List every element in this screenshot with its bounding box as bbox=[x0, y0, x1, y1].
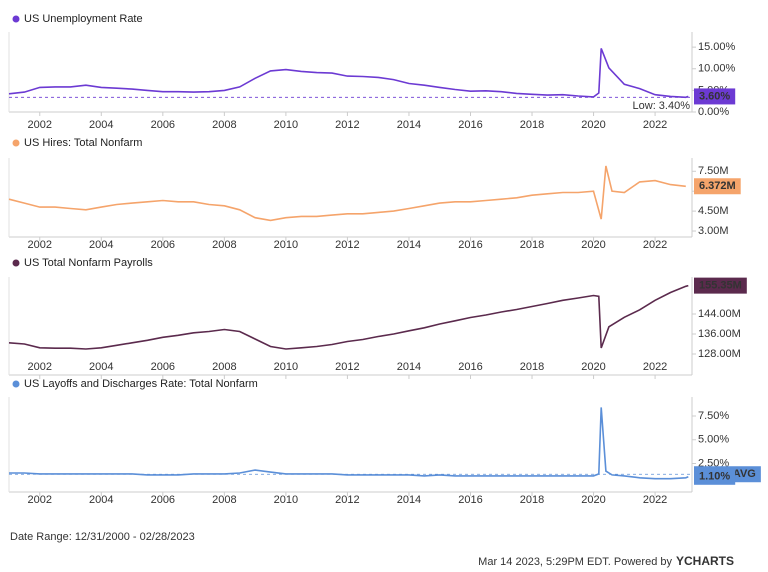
x-tick-label: 2010 bbox=[274, 361, 298, 373]
x-tick-label: 2020 bbox=[581, 494, 605, 506]
x-tick-label: 2022 bbox=[643, 119, 667, 131]
x-tick-label: 2008 bbox=[212, 119, 236, 131]
date-range: Date Range: 12/31/2000 - 02/28/2023 bbox=[10, 531, 195, 543]
x-tick-label: 2018 bbox=[520, 119, 544, 131]
end-value-label-bg bbox=[694, 88, 736, 105]
end-value-label: 6.372M bbox=[699, 180, 736, 192]
end-value-label: 1.10% bbox=[699, 471, 730, 483]
x-tick-label: 2018 bbox=[520, 361, 544, 373]
x-tick-label: 2010 bbox=[274, 494, 298, 506]
x-tick-label: 2012 bbox=[335, 119, 359, 131]
y-tick-label: 15.00% bbox=[698, 41, 736, 53]
x-tick-label: 2002 bbox=[28, 361, 52, 373]
y-tick-label: 7.50M bbox=[698, 165, 729, 177]
x-tick-label: 2018 bbox=[520, 494, 544, 506]
y-tick-label: 10.00% bbox=[698, 63, 736, 75]
y-tick-label: 4.50M bbox=[698, 205, 729, 217]
x-tick-label: 2006 bbox=[151, 239, 175, 251]
y-tick-label: 144.00M bbox=[698, 308, 741, 320]
x-tick-label: 2020 bbox=[581, 119, 605, 131]
x-tick-label: 2004 bbox=[89, 361, 113, 373]
x-tick-label: 2006 bbox=[151, 361, 175, 373]
x-tick-label: 2002 bbox=[28, 239, 52, 251]
end-value-label-bg bbox=[694, 277, 747, 294]
x-tick-label: 2014 bbox=[397, 361, 421, 373]
x-tick-label: 2002 bbox=[28, 119, 52, 131]
x-tick-label: 2010 bbox=[274, 119, 298, 131]
end-value-label-bg bbox=[694, 178, 741, 195]
y-tick-label: 0.00% bbox=[698, 106, 729, 118]
legend-marker bbox=[12, 15, 20, 23]
x-tick-label: 2014 bbox=[397, 119, 421, 131]
legend-marker bbox=[12, 380, 20, 388]
x-tick-label: 2016 bbox=[458, 494, 482, 506]
series-line bbox=[8, 284, 689, 350]
legend-label: US Hires: Total Nonfarm bbox=[24, 137, 142, 149]
legend-label: US Layoffs and Discharges Rate: Total No… bbox=[24, 378, 258, 390]
legend-label: US Unemployment Rate bbox=[24, 13, 143, 25]
x-tick-label: 2012 bbox=[335, 239, 359, 251]
x-tick-label: 2012 bbox=[335, 494, 359, 506]
timestamp: Mar 14 2023, 5:29PM EDT. Powered by bbox=[478, 556, 672, 568]
x-tick-label: 2008 bbox=[212, 494, 236, 506]
x-tick-label: 2014 bbox=[397, 494, 421, 506]
x-tick-label: 2022 bbox=[643, 239, 667, 251]
x-tick-label: 2016 bbox=[458, 361, 482, 373]
end-value-label-bg bbox=[694, 468, 736, 485]
y-tick-label: 128.00M bbox=[698, 348, 741, 360]
x-tick-label: 2014 bbox=[397, 239, 421, 251]
legend-label: US Total Nonfarm Payrolls bbox=[24, 257, 153, 269]
end-value-label: 155.35M bbox=[699, 280, 742, 292]
reference-label: Low: 3.40% bbox=[633, 100, 691, 112]
series-line bbox=[8, 48, 689, 99]
y-tick-label: 5.00% bbox=[698, 434, 729, 446]
x-tick-label: 2010 bbox=[274, 239, 298, 251]
x-tick-label: 2008 bbox=[212, 361, 236, 373]
y-tick-label: 3.00M bbox=[698, 225, 729, 237]
y-tick-label: 7.50% bbox=[698, 410, 729, 422]
x-tick-label: 2016 bbox=[458, 239, 482, 251]
x-tick-label: 2006 bbox=[151, 494, 175, 506]
x-tick-label: 2004 bbox=[89, 239, 113, 251]
x-tick-label: 2022 bbox=[643, 494, 667, 506]
x-tick-label: 2004 bbox=[89, 494, 113, 506]
end-value-label: 3.60% bbox=[699, 90, 730, 102]
x-tick-label: 2004 bbox=[89, 119, 113, 131]
y-tick-label: 136.00M bbox=[698, 328, 741, 340]
x-tick-label: 2018 bbox=[520, 239, 544, 251]
legend-marker bbox=[12, 259, 20, 267]
x-tick-label: 2020 bbox=[581, 361, 605, 373]
brand: YCHARTS bbox=[676, 554, 734, 568]
x-tick-label: 2008 bbox=[212, 239, 236, 251]
legend-marker bbox=[12, 139, 20, 147]
x-tick-label: 2006 bbox=[151, 119, 175, 131]
series-line bbox=[8, 165, 686, 222]
x-tick-label: 2020 bbox=[581, 239, 605, 251]
x-tick-label: 2002 bbox=[28, 494, 52, 506]
x-tick-label: 2016 bbox=[458, 119, 482, 131]
x-tick-label: 2012 bbox=[335, 361, 359, 373]
x-tick-label: 2022 bbox=[643, 361, 667, 373]
series-line bbox=[9, 407, 689, 480]
